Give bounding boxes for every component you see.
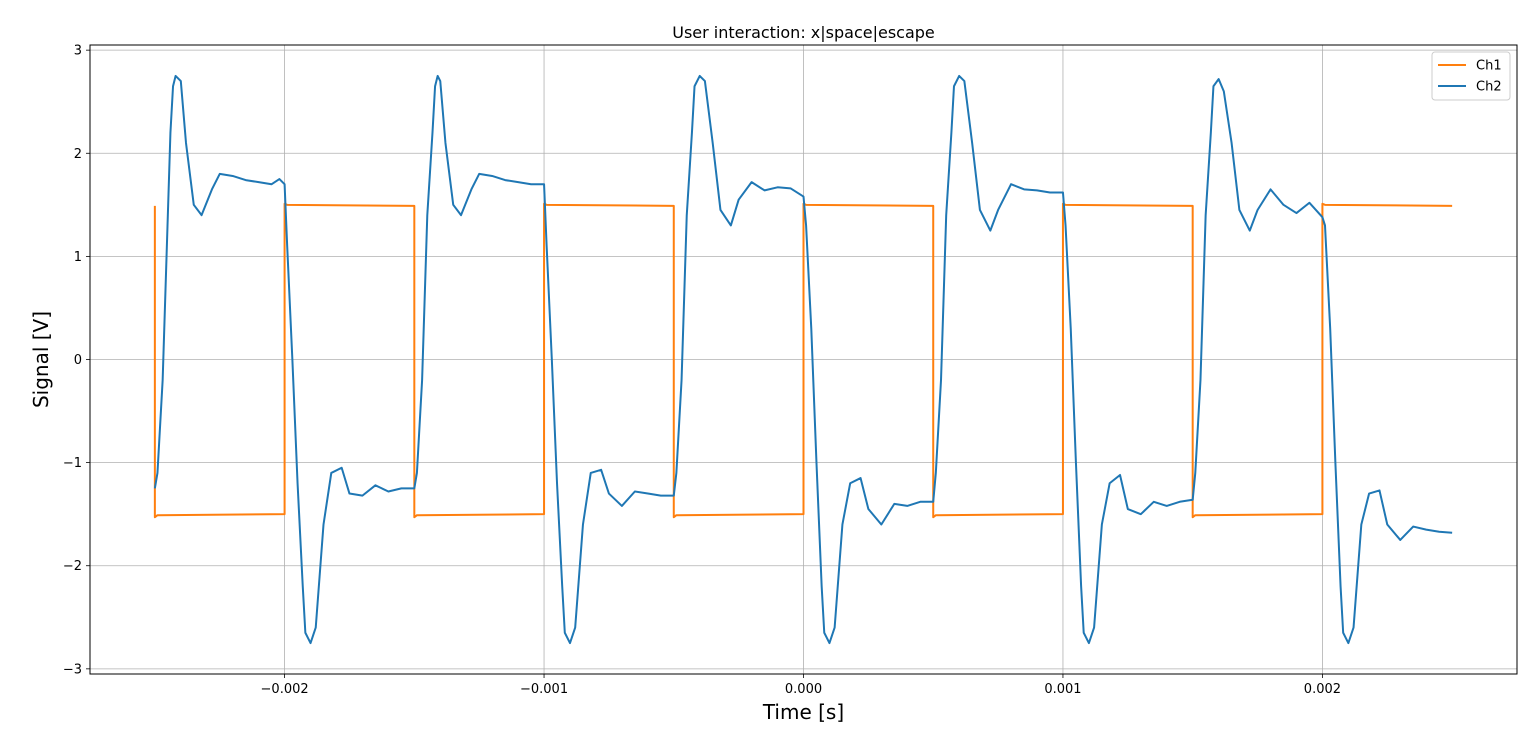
plot-area (153, 74, 1453, 645)
x-tick-label: −0.002 (261, 682, 309, 697)
y-axis-label: Signal [V] (29, 311, 53, 408)
y-tick-label: −3 (63, 662, 82, 677)
y-tick-label: 1 (74, 250, 82, 265)
x-tick-label: 0.001 (1044, 682, 1081, 697)
x-axis-ticks: −0.002 −0.001 0.000 0.001 0.002 (261, 674, 1341, 697)
x-tick-label: 0.000 (785, 682, 822, 697)
series-line-ch1 (153, 202, 1453, 519)
chart-title: User interaction: x|space|escape (672, 23, 935, 42)
x-axis-label: Time [s] (762, 700, 844, 724)
y-tick-label: 2 (74, 147, 82, 162)
series-line-ch2 (153, 74, 1453, 645)
legend-label: Ch2 (1476, 80, 1502, 95)
legend-label: Ch1 (1476, 59, 1502, 74)
y-axis-ticks: −3 −2 −1 0 1 2 3 (63, 44, 90, 677)
y-tick-label: 3 (74, 44, 82, 59)
y-tick-label: −2 (63, 559, 82, 574)
y-tick-label: −1 (63, 456, 82, 471)
x-tick-label: 0.002 (1304, 682, 1341, 697)
x-tick-label: −0.001 (520, 682, 568, 697)
y-tick-label: 0 (74, 353, 82, 368)
